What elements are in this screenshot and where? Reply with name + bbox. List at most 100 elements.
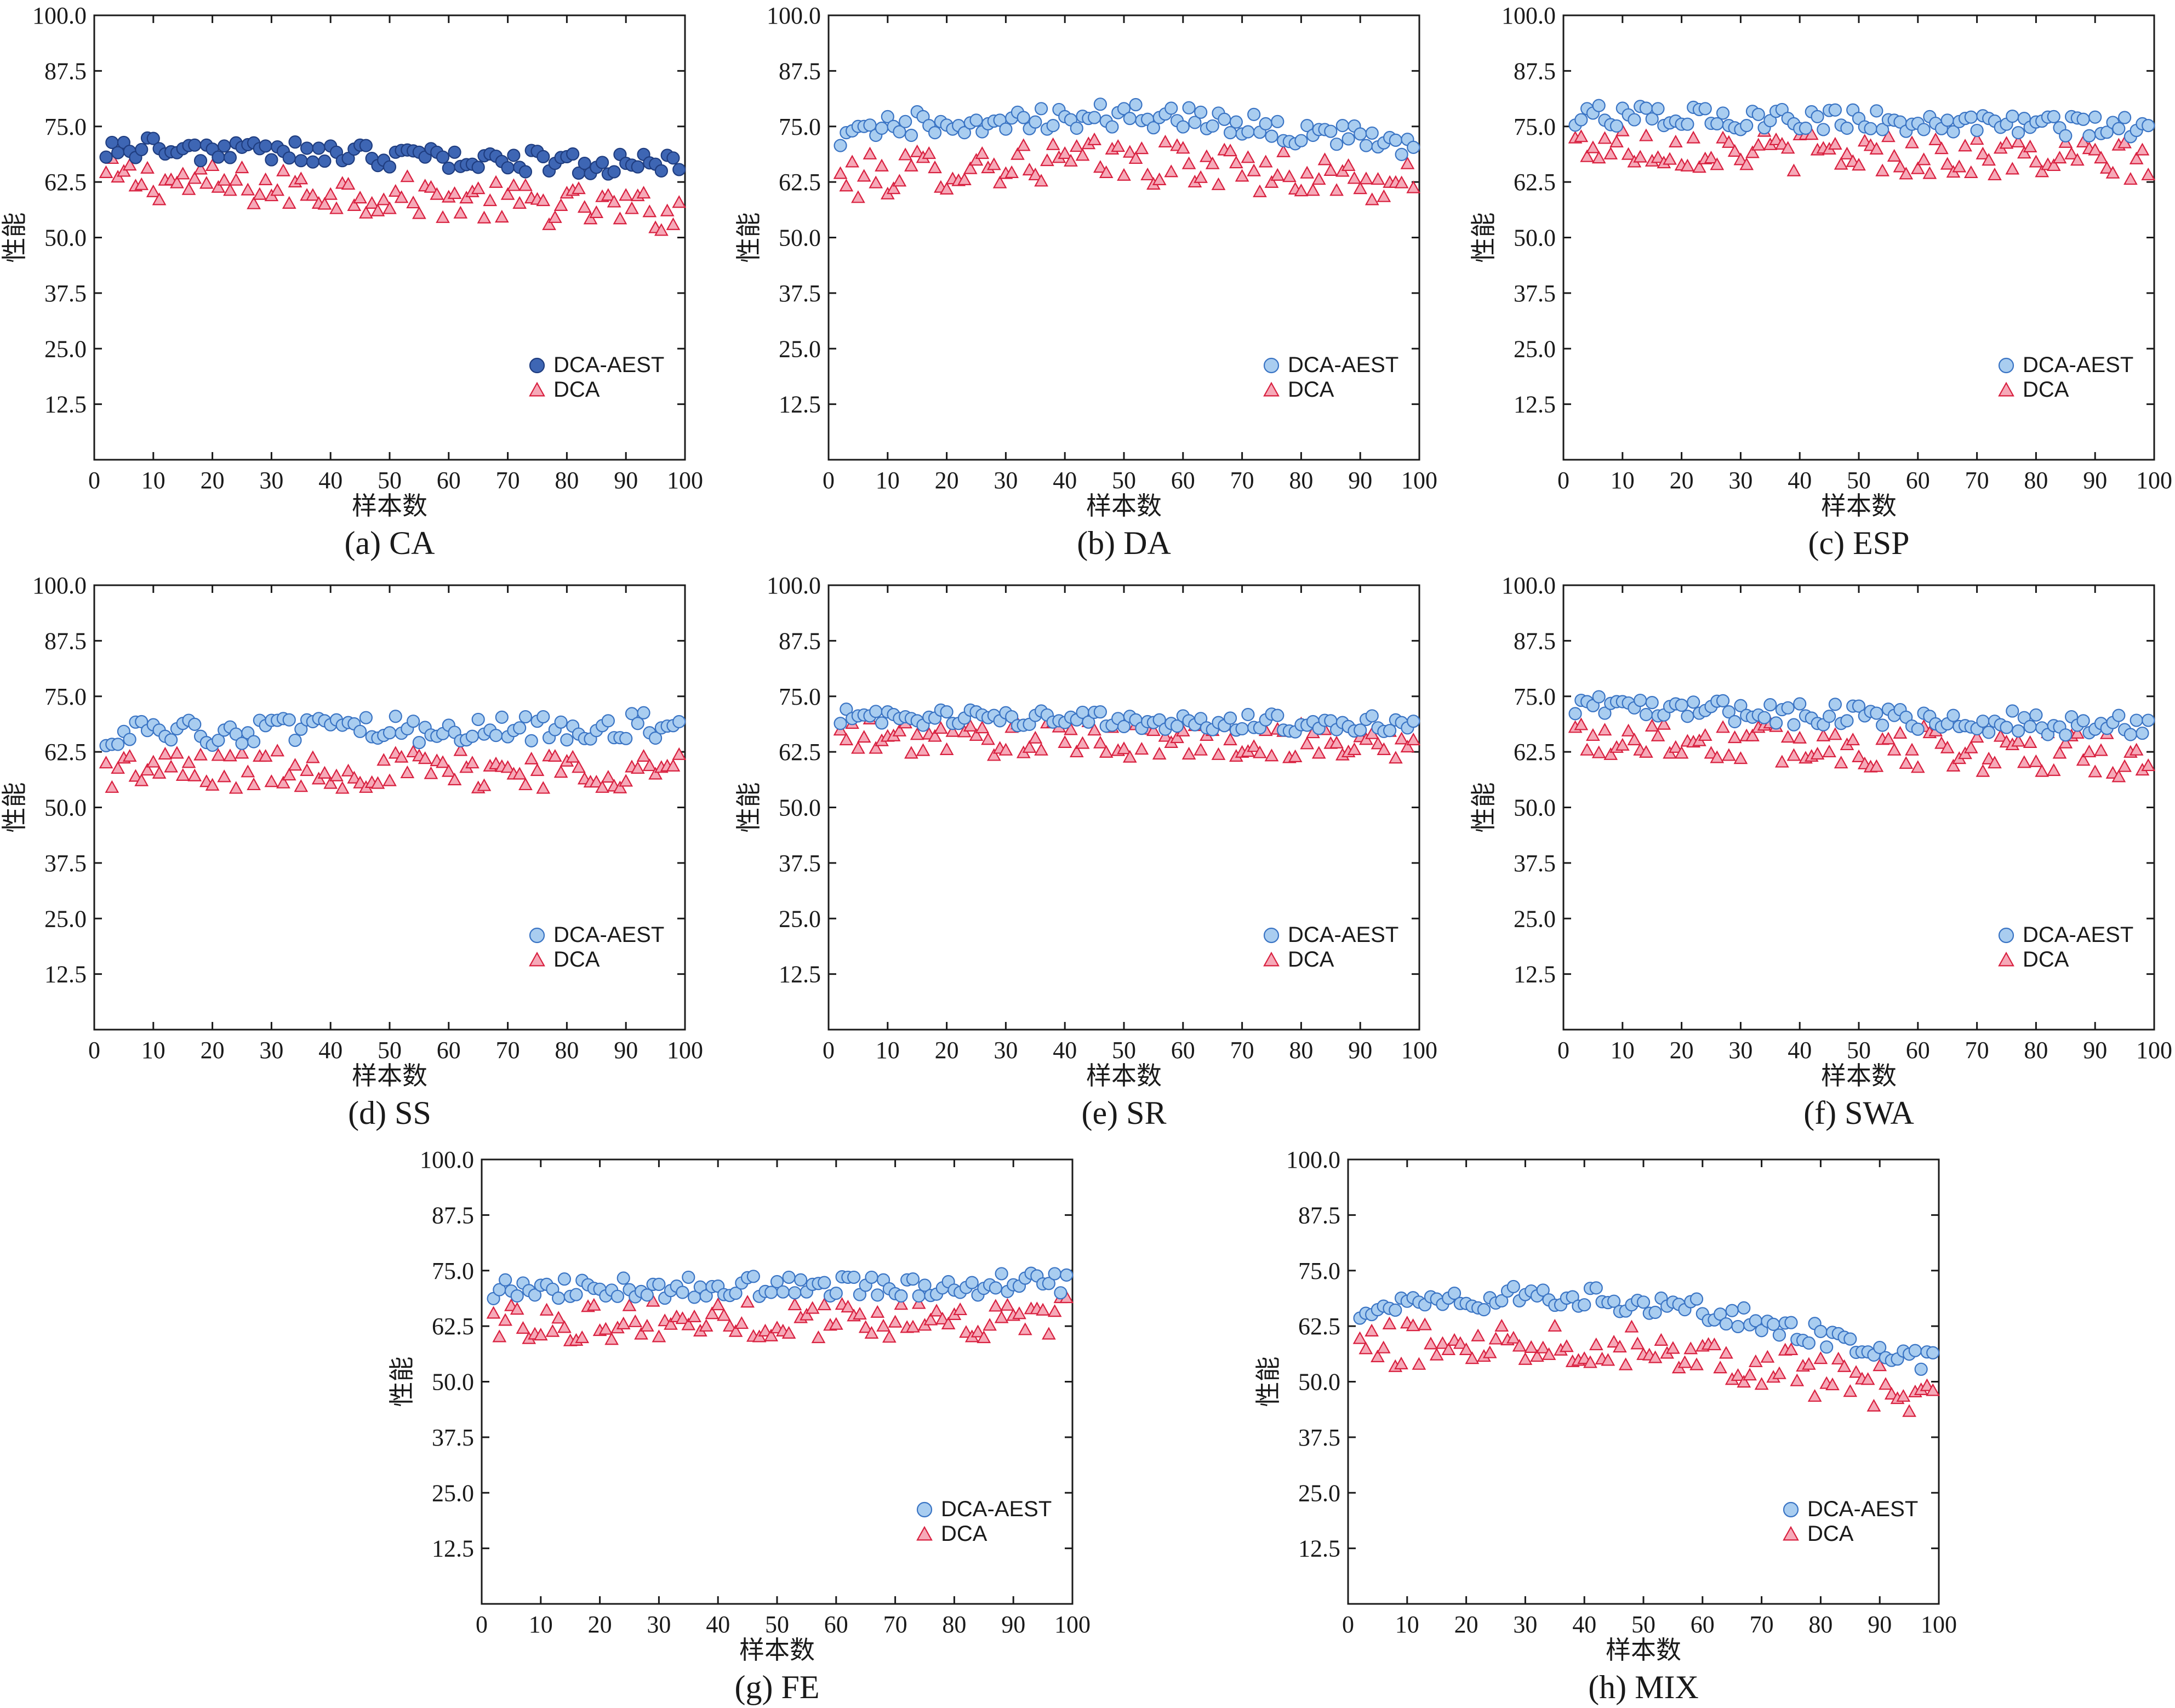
chart-panel-3: 100.0 87.5 75.0 62.5 50.0 37.5 25.0 12.5 0 10 20 30… <box>1469 2 2172 561</box>
dca-point <box>1034 174 1048 187</box>
dca-point <box>276 163 290 176</box>
legend-marker-dca-aest <box>1998 357 2014 374</box>
dca-point <box>347 770 362 784</box>
x-tick-label: 80 <box>2024 467 2048 494</box>
x-tick-label: 0 <box>1557 467 1569 494</box>
dca-aest-point <box>448 145 461 159</box>
x-tick-label: 0 <box>1342 1611 1354 1638</box>
dca-point <box>988 1299 1003 1312</box>
dca-aest-point <box>353 724 367 738</box>
dca-point <box>2035 764 2050 777</box>
legend-marker-dca-aest <box>529 927 545 944</box>
dca-point <box>258 172 273 185</box>
y-tick-label: 87.5 <box>44 627 87 654</box>
dca-aest-point <box>1129 98 1143 112</box>
y-axis-label: 性能 <box>0 213 29 263</box>
dca-aest-point <box>2047 110 2060 124</box>
dca-aest-point <box>1506 1279 1520 1294</box>
dca-point <box>1128 151 1143 164</box>
dca-point <box>1760 1350 1775 1363</box>
dca-point <box>1122 145 1137 158</box>
y-tick-label: 75.0 <box>1514 683 1556 710</box>
dca-point <box>781 1326 796 1339</box>
dca-point <box>1424 1336 1438 1350</box>
dca-point <box>1651 728 1665 741</box>
chart-panel-4: 100.0 87.5 75.0 62.5 50.0 37.5 25.0 12.5 0 10 20 30… <box>0 572 703 1131</box>
dca-point <box>1727 144 1742 157</box>
x-tick-label: 80 <box>1289 467 1313 494</box>
dca-point <box>1601 1353 1615 1366</box>
dca-aest-point <box>969 113 983 127</box>
dca-aest-point <box>259 139 272 153</box>
dca-point <box>122 749 137 762</box>
dca-point <box>1530 1349 1544 1362</box>
x-tick-label: 10 <box>141 1037 165 1064</box>
dca-point <box>841 1299 855 1313</box>
dca-point <box>904 158 918 172</box>
dca-point <box>845 155 859 168</box>
dca-point <box>500 760 515 773</box>
dca-aest-point <box>1651 102 1665 116</box>
x-tick-label: 0 <box>823 467 835 494</box>
dca-aest-point <box>1087 111 1101 124</box>
dca-point <box>105 780 119 793</box>
x-tick-label: 60 <box>437 467 461 494</box>
dca-aest-point <box>1495 1294 1509 1307</box>
dca-aest-point <box>904 128 918 142</box>
dca-aest-point <box>1093 98 1107 111</box>
dca-point <box>2011 134 2025 148</box>
y-tick-label: 75.0 <box>1514 113 1556 140</box>
dca-aest-point <box>2082 129 2096 142</box>
dca-aest-point <box>1223 711 1237 725</box>
dca-aest-point <box>853 1288 867 1301</box>
dca-point <box>152 192 167 205</box>
dca-aest-point <box>294 154 308 168</box>
dca-point <box>1406 1318 1420 1332</box>
dca-aest-point <box>1793 697 1807 711</box>
dca-point <box>2017 146 2031 159</box>
dca-point <box>1046 137 1060 150</box>
legend-label-dca: DCA <box>553 947 600 972</box>
dca-point <box>1347 742 1362 755</box>
dca-aest-point <box>2076 714 2090 728</box>
dca-point <box>2035 164 2050 178</box>
x-tick-label: 60 <box>1906 1037 1930 1064</box>
dca-aest-point <box>507 148 521 162</box>
dca-point <box>1881 732 1896 745</box>
y-tick-label: 25.0 <box>44 335 87 362</box>
dca-point <box>533 1328 548 1341</box>
dca-point <box>888 1315 903 1328</box>
dca-aest-point <box>871 1288 884 1302</box>
x-tick-label: 80 <box>2024 1037 2048 1064</box>
dca-point <box>906 1319 920 1333</box>
dca-point <box>687 1309 701 1322</box>
dca-point <box>364 196 379 209</box>
dca-point <box>181 755 196 768</box>
legend-label-dca-aest: DCA-AEST <box>1807 1497 1918 1521</box>
dca-point <box>983 1318 997 1331</box>
x-tick-label: 80 <box>1289 1037 1313 1064</box>
x-tick-label: 40 <box>1788 1037 1812 1064</box>
dca-point <box>1164 164 1179 178</box>
x-tick-label: 0 <box>1557 1037 1569 1064</box>
x-axis-label: 样本数 <box>1086 491 1162 521</box>
dca-aest-point <box>193 154 208 168</box>
dca-aest-point <box>699 1289 713 1303</box>
dca-point <box>223 183 237 196</box>
x-tick-label: 30 <box>994 467 1018 494</box>
dca-aest-point <box>1781 701 1795 715</box>
dca-aest-point <box>2123 728 2137 741</box>
dca-point <box>800 1307 814 1321</box>
dca-point <box>1621 723 1636 736</box>
x-tick-label: 80 <box>942 1611 966 1638</box>
dca-point <box>1940 157 1955 170</box>
dca-point <box>1465 1351 1480 1364</box>
dca-point <box>2135 142 2150 156</box>
dca-point <box>1922 166 1937 179</box>
dca-point <box>1988 167 2002 181</box>
dca-point <box>1117 741 1131 755</box>
dca-point <box>2117 759 2132 772</box>
dca-aest-point <box>1817 123 1830 136</box>
dca-aest-point <box>1940 113 1954 127</box>
